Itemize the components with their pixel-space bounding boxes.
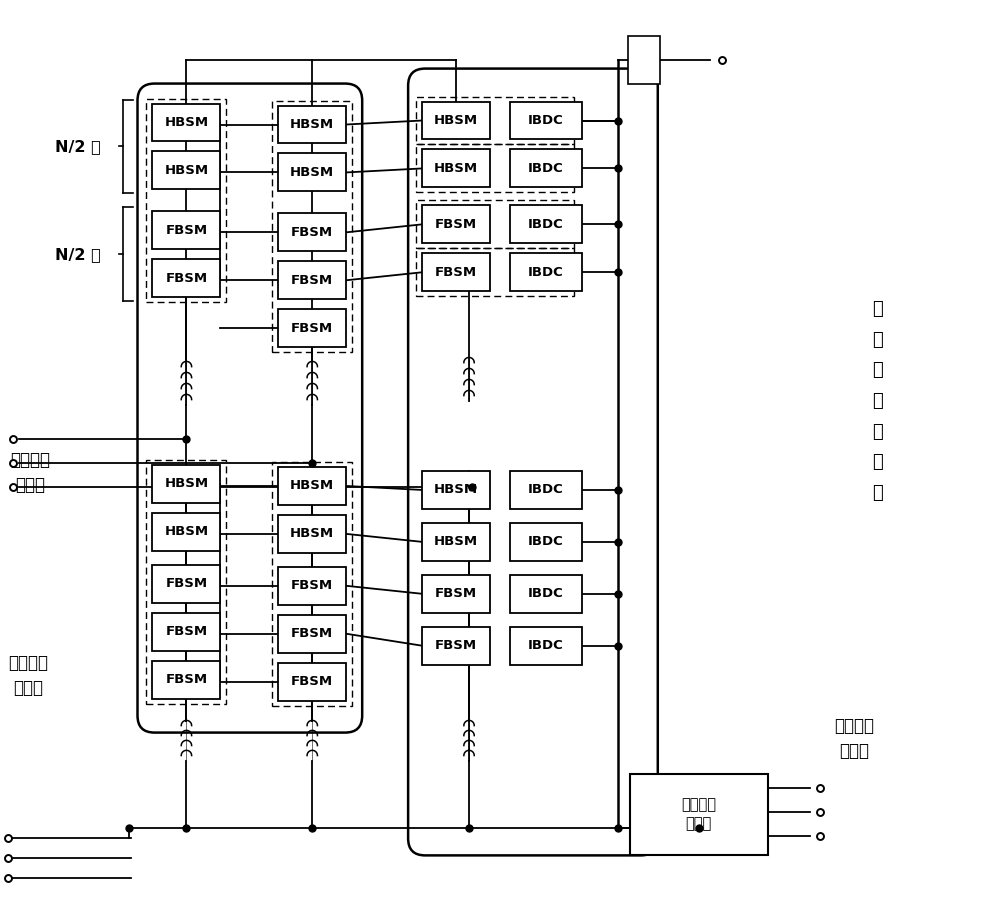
Text: FBSM: FBSM [435,218,477,230]
Text: FBSM: FBSM [291,628,333,640]
Bar [152,465,220,503]
Bar [630,773,768,855]
Bar [278,567,346,605]
Text: HBSM: HBSM [434,484,478,496]
Bar [510,149,582,188]
Bar [416,97,574,145]
Bar [510,101,582,139]
Bar [278,515,346,553]
Text: HBSM: HBSM [290,527,334,540]
Text: IBDC: IBDC [528,640,564,652]
Text: IBDC: IBDC [528,536,564,548]
Text: HBSM: HBSM [290,118,334,131]
Bar [422,627,490,665]
Bar [152,104,220,141]
Text: IBDC: IBDC [528,588,564,600]
Text: 三相全桥
逆变器: 三相全桥 逆变器 [681,797,716,832]
Text: IBDC: IBDC [528,484,564,496]
Text: HBSM: HBSM [164,164,208,177]
Text: FBSM: FBSM [291,675,333,688]
Text: HBSM: HBSM [434,536,478,548]
Text: 低压交流
配电网: 低压交流 配电网 [835,717,875,760]
Bar [152,211,220,250]
Text: FBSM: FBSM [291,226,333,239]
Bar [278,261,346,299]
Bar [152,151,220,189]
Bar [422,205,490,243]
Bar [510,205,582,243]
Bar [152,613,220,650]
Text: FBSM: FBSM [435,640,477,652]
Bar [422,575,490,613]
Text: HBSM: HBSM [164,116,208,129]
Text: HBSM: HBSM [434,114,478,127]
Bar [422,101,490,139]
Text: 中
压
直
流
配
电
网: 中 压 直 流 配 电 网 [872,301,883,502]
Bar [278,153,346,191]
Bar [278,106,346,143]
Text: IBDC: IBDC [528,218,564,230]
Text: 低压直流
配电网: 低压直流 配电网 [9,654,49,697]
Bar [628,36,660,84]
Text: FBSM: FBSM [165,271,207,285]
Text: HBSM: HBSM [290,479,334,493]
Bar [510,523,582,561]
Bar [272,462,352,706]
Text: FBSM: FBSM [165,224,207,237]
Bar [422,149,490,188]
Bar [146,98,226,302]
Text: N/2 个: N/2 个 [55,139,100,154]
Text: FBSM: FBSM [291,579,333,592]
Text: HBSM: HBSM [290,166,334,179]
Text: 中压交流
配电网: 中压交流 配电网 [11,452,51,495]
Text: FBSM: FBSM [165,578,207,590]
Bar [278,467,346,505]
Text: N/2 个: N/2 个 [55,247,100,261]
Text: FBSM: FBSM [291,274,333,287]
Bar [422,471,490,509]
Text: FBSM: FBSM [291,322,333,334]
Bar [510,471,582,509]
Bar [152,513,220,551]
Bar [416,249,574,296]
Bar [416,145,574,192]
Bar [152,660,220,699]
Bar [278,309,346,347]
Bar [152,260,220,297]
Bar [422,253,490,292]
Text: IBDC: IBDC [528,114,564,127]
Bar [510,253,582,292]
Text: FBSM: FBSM [165,625,207,639]
Bar [510,575,582,613]
Bar [278,213,346,251]
Bar [510,627,582,665]
Text: IBDC: IBDC [528,162,564,175]
Text: HBSM: HBSM [434,162,478,175]
Text: FBSM: FBSM [435,266,477,279]
Bar [278,662,346,701]
Text: FBSM: FBSM [435,588,477,600]
Bar [146,460,226,703]
Bar [152,565,220,603]
Text: IBDC: IBDC [528,266,564,279]
Bar [272,100,352,353]
Bar [416,200,574,249]
Bar [278,615,346,652]
Text: HBSM: HBSM [164,477,208,490]
Bar [422,523,490,561]
Text: FBSM: FBSM [165,673,207,686]
Text: HBSM: HBSM [164,526,208,538]
